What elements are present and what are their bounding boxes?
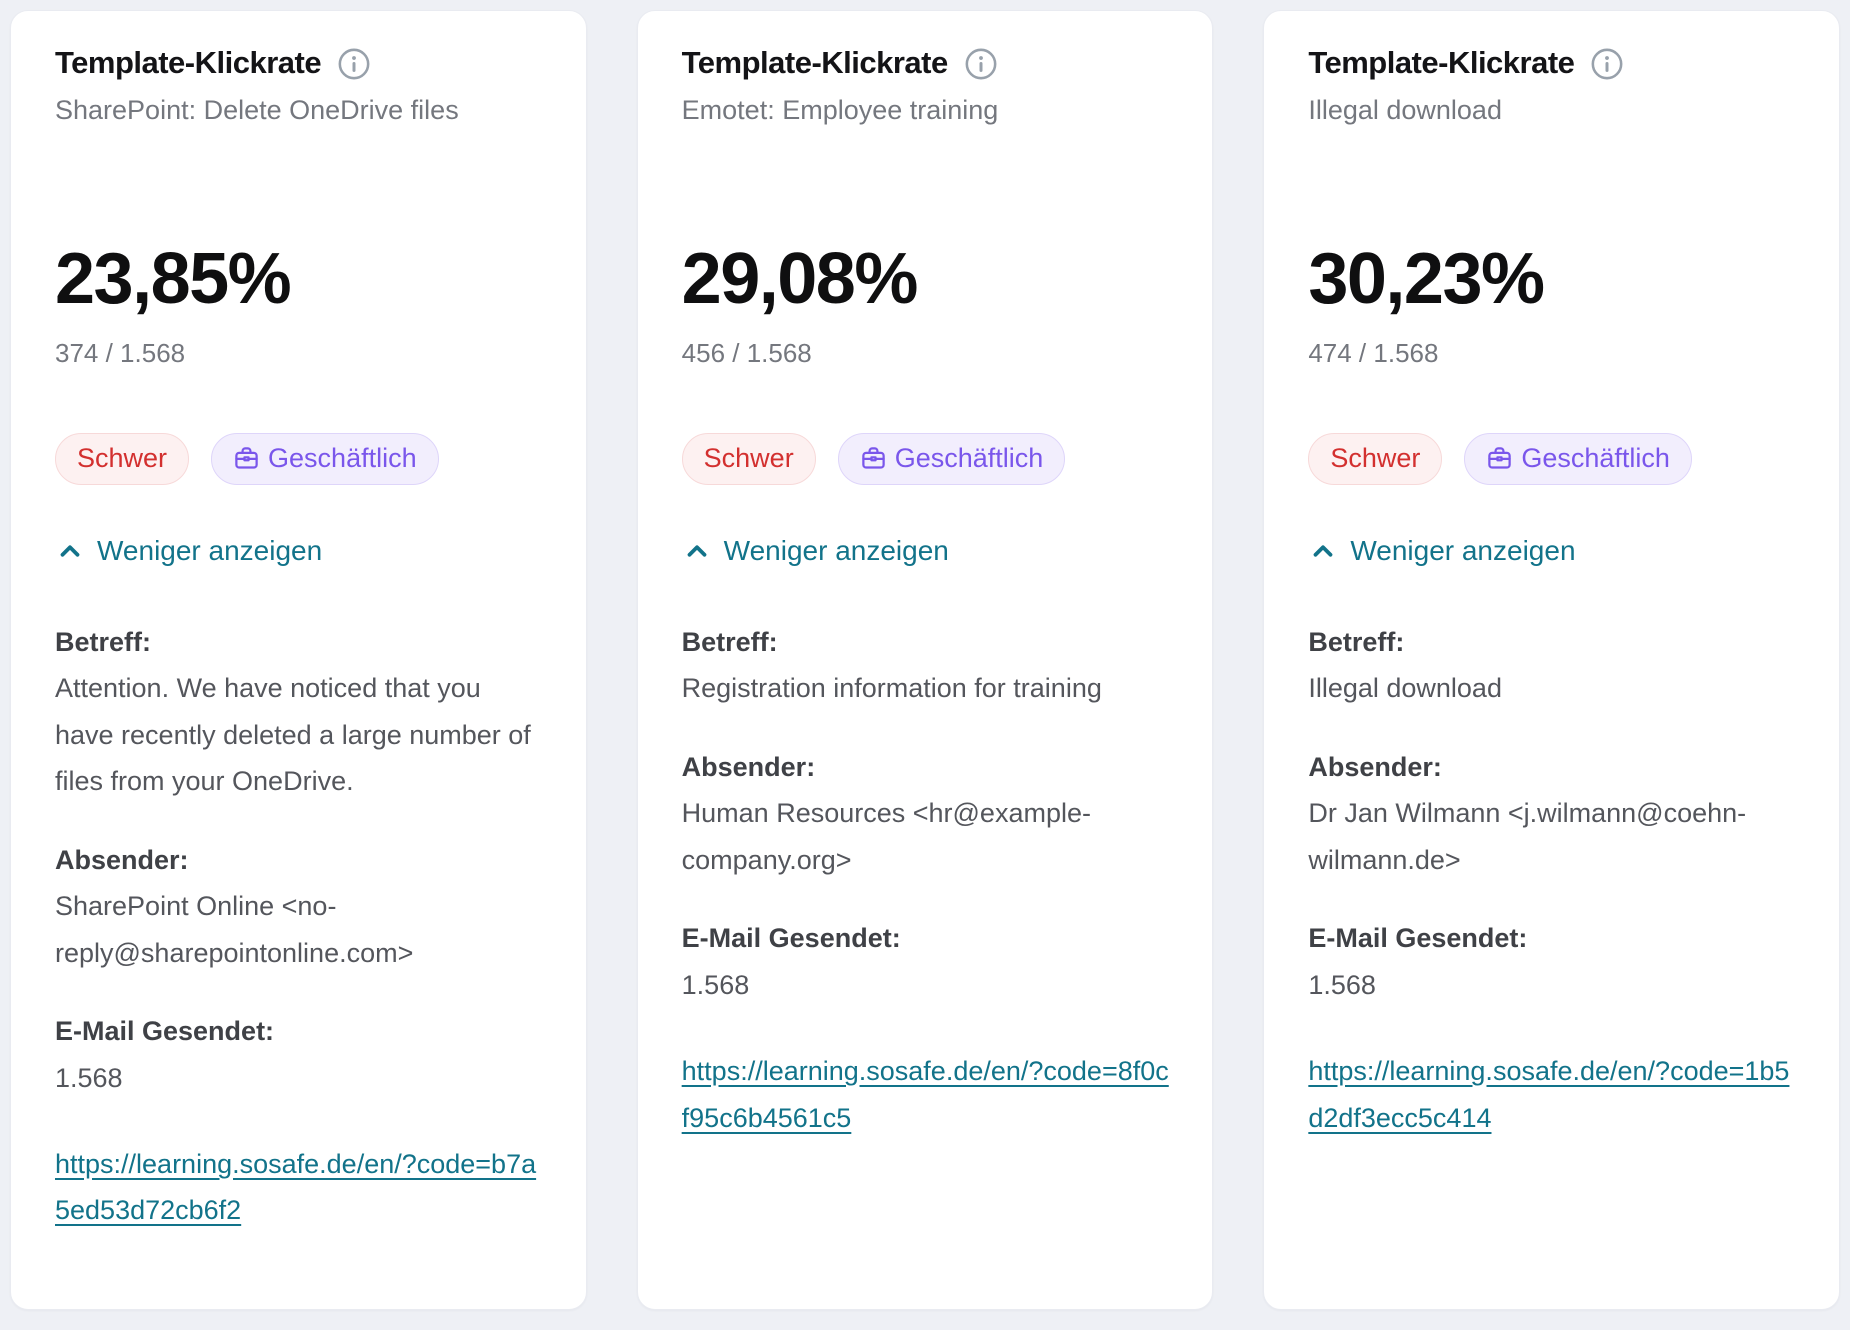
category-badge: Geschäftlich xyxy=(837,433,1066,485)
info-icon[interactable] xyxy=(964,47,998,81)
template-name: Emotet: Employee training xyxy=(681,95,999,125)
info-icon[interactable] xyxy=(1590,47,1624,81)
template-clickrate-card: Template-Klickrate Emotet: Employee trai… xyxy=(636,10,1214,1310)
badge-row: Schwer Geschäftlich xyxy=(681,433,1171,485)
chevron-up-icon xyxy=(55,536,85,566)
sender-label: Absender: xyxy=(1308,751,1442,782)
emails-sent-value: 1.568 xyxy=(55,1062,123,1093)
sender-label: Absender: xyxy=(55,844,189,875)
sender-value: Dr Jan Wilmann <j.wilmann@coehn-wilmann.… xyxy=(1308,798,1747,875)
template-clickrate-card: Template-Klickrate Illegal download 30,2… xyxy=(1263,10,1840,1310)
category-badge-label: Geschäftlich xyxy=(894,443,1044,473)
template-details: Betreff: Registration information for tr… xyxy=(682,619,1171,1141)
emails-sent-value: 1.568 xyxy=(1308,969,1376,1000)
learning-link[interactable]: https://learning.sosafe.de/en/?code=b7a5… xyxy=(55,1148,537,1226)
card-title: Template-Klickrate xyxy=(1308,45,1575,80)
briefcase-icon xyxy=(233,445,260,472)
show-less-label: Weniger anzeigen xyxy=(723,535,949,566)
show-less-toggle[interactable]: Weniger anzeigen xyxy=(55,535,322,567)
difficulty-badge: Schwer xyxy=(1308,433,1443,485)
template-clickrate-card: Template-Klickrate SharePoint: Delete On… xyxy=(10,10,587,1310)
show-less-toggle[interactable]: Weniger anzeigen xyxy=(682,535,949,567)
briefcase-icon xyxy=(1486,445,1513,472)
subject-label: Betreff: xyxy=(681,627,778,657)
show-less-label: Weniger anzeigen xyxy=(1350,535,1576,566)
category-badge: Geschäftlich xyxy=(1464,433,1692,485)
badge-row: Schwer Geschäftlich xyxy=(1308,433,1797,485)
show-less-label: Weniger anzeigen xyxy=(97,535,323,566)
learning-link[interactable]: https://learning.sosafe.de/en/?code=1b5d… xyxy=(1308,1056,1790,1133)
click-rate-value: 29,08% xyxy=(681,239,919,319)
emails-sent-value: 1.568 xyxy=(681,969,750,1000)
chevron-up-icon xyxy=(682,536,712,566)
badge-row: Schwer Geschäftlich xyxy=(55,433,544,485)
subject-label: Betreff: xyxy=(1308,627,1405,657)
click-rate-value: 23,85% xyxy=(55,239,292,319)
card-title: Template-Klickrate xyxy=(681,45,949,80)
template-name: SharePoint: Delete OneDrive files xyxy=(55,95,459,125)
emails-sent-label: E-Mail Gesendet: xyxy=(681,923,901,954)
briefcase-icon xyxy=(860,445,887,472)
card-title: Template-Klickrate xyxy=(55,45,322,80)
emails-sent-label: E-Mail Gesendet: xyxy=(1308,923,1528,954)
emails-sent-label: E-Mail Gesendet: xyxy=(55,1016,275,1047)
subject-value: Registration information for training xyxy=(681,673,1102,704)
click-ratio: 456 / 1.568 xyxy=(681,338,812,368)
category-badge: Geschäftlich xyxy=(211,433,439,485)
category-badge-label: Geschäftlich xyxy=(268,443,417,473)
template-details: Betreff: Attention. We have noticed that… xyxy=(55,619,544,1234)
sender-value: SharePoint Online <no-reply@sharepointon… xyxy=(55,891,414,968)
template-details: Betreff: Illegal download Absender: Dr J… xyxy=(1308,619,1797,1141)
sender-label: Absender: xyxy=(681,751,816,782)
difficulty-badge: Schwer xyxy=(55,433,190,485)
subject-value: Illegal download xyxy=(1308,673,1502,704)
sender-value: Human Resources <hr@example-company.org> xyxy=(681,798,1091,875)
show-less-toggle[interactable]: Weniger anzeigen xyxy=(1308,535,1576,567)
info-icon[interactable] xyxy=(337,47,371,81)
template-name: Illegal download xyxy=(1308,95,1502,125)
learning-link[interactable]: https://learning.sosafe.de/en/?code=8f0c… xyxy=(681,1056,1169,1133)
click-ratio: 474 / 1.568 xyxy=(1308,338,1439,368)
click-ratio: 374 / 1.568 xyxy=(55,338,186,368)
difficulty-badge: Schwer xyxy=(681,433,816,485)
subject-value: Attention. We have noticed that you have… xyxy=(55,673,531,797)
category-badge-label: Geschäftlich xyxy=(1521,443,1670,473)
click-rate-value: 30,23% xyxy=(1308,239,1545,319)
subject-label: Betreff: xyxy=(55,627,152,657)
chevron-up-icon xyxy=(1308,536,1338,566)
